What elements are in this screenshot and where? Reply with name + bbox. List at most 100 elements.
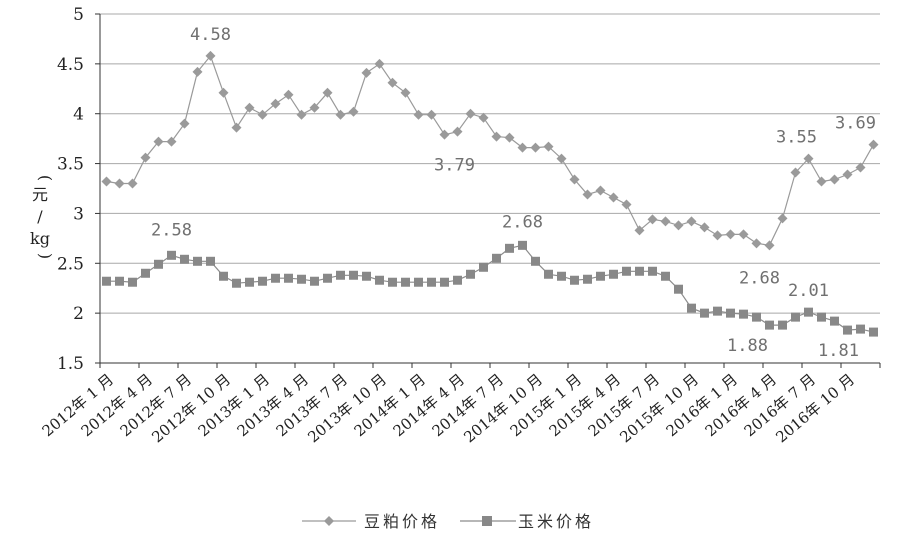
data-label: 2.68 <box>739 268 780 288</box>
y-tick-label: 2 <box>73 304 84 324</box>
marker-soymeal <box>790 167 801 178</box>
marker-soymeal <box>647 214 658 225</box>
series-lines <box>106 54 875 333</box>
marker-soymeal <box>361 67 372 78</box>
marker-corn <box>258 276 267 286</box>
marker-corn <box>726 308 735 318</box>
marker-soymeal <box>218 87 229 98</box>
marker-soymeal <box>543 141 554 152</box>
marker-corn <box>401 277 410 287</box>
y-tick-label: 5 <box>73 5 84 25</box>
marker-soymeal <box>608 192 619 203</box>
data-label: 2.01 <box>788 281 829 301</box>
marker-soymeal <box>855 162 866 173</box>
marker-corn <box>219 271 228 281</box>
marker-soymeal <box>530 142 541 153</box>
marker-corn <box>843 325 852 335</box>
legend: 豆粕价格 玉米价格 <box>302 512 594 531</box>
marker-soymeal <box>166 136 177 147</box>
marker-soymeal <box>348 106 359 117</box>
marker-corn <box>661 271 670 281</box>
marker-corn <box>583 274 592 284</box>
marker-soymeal <box>257 109 268 120</box>
y-axis-label: (元 / kg) <box>30 175 55 259</box>
marker-soymeal <box>335 109 346 120</box>
marker-soymeal <box>686 216 697 227</box>
marker-soymeal <box>842 169 853 180</box>
marker-corn <box>440 277 449 287</box>
marker-corn <box>115 276 124 286</box>
marker-corn <box>206 256 215 266</box>
data-label: 4.58 <box>190 25 231 45</box>
marker-soymeal <box>699 222 710 233</box>
marker-soymeal <box>153 136 164 147</box>
marker-corn <box>700 308 709 318</box>
marker-corn <box>830 316 839 326</box>
marker-corn <box>479 262 488 272</box>
marker-soymeal <box>673 220 684 231</box>
marker-corn <box>778 320 787 330</box>
data-label: 1.88 <box>727 336 768 356</box>
marker-corn <box>427 277 436 287</box>
legend-label-corn: 玉米价格 <box>518 512 594 531</box>
marker-corn <box>713 306 722 316</box>
marker-corn <box>739 309 748 319</box>
marker-soymeal <box>712 230 723 241</box>
marker-soymeal <box>400 87 411 98</box>
marker-soymeal <box>504 132 515 143</box>
series-line-soymeal <box>106 54 875 246</box>
marker-corn <box>544 269 553 279</box>
marker-soymeal <box>283 89 294 100</box>
marker-soymeal <box>634 225 645 236</box>
marker-soymeal <box>140 152 151 163</box>
data-label: 2.68 <box>502 212 543 232</box>
marker-corn <box>609 269 618 279</box>
marker-corn <box>193 256 202 266</box>
marker-soymeal <box>764 240 775 251</box>
y-tick-label: 3 <box>73 204 84 224</box>
legend-marker-corn <box>482 516 492 526</box>
marker-corn <box>362 271 371 281</box>
data-label: 3.55 <box>776 128 817 148</box>
legend-label-soymeal: 豆粕价格 <box>364 512 440 531</box>
y-label-paren-close: ) <box>36 253 55 259</box>
marker-soymeal <box>595 185 606 196</box>
marker-corn <box>232 278 241 288</box>
marker-soymeal <box>439 129 450 140</box>
data-label: 3.69 <box>835 114 876 134</box>
y-tick-label: 4.5 <box>57 55 84 75</box>
marker-corn <box>752 312 761 322</box>
marker-corn <box>804 307 813 317</box>
marker-corn <box>336 270 345 280</box>
marker-soymeal <box>322 87 333 98</box>
marker-soymeal <box>569 174 580 185</box>
marker-corn <box>284 273 293 283</box>
marker-corn <box>102 276 111 286</box>
marker-soymeal <box>777 213 788 224</box>
marker-corn <box>856 324 865 334</box>
y-tick-label: 4 <box>73 105 84 125</box>
y-label-paren-open: ( <box>36 175 55 181</box>
marker-corn <box>518 240 527 250</box>
marker-corn <box>141 268 150 278</box>
marker-corn <box>388 277 397 287</box>
y-tick-label: 1.5 <box>57 354 84 374</box>
y-label-unit-kg: kg <box>30 229 50 248</box>
marker-soymeal <box>491 131 502 142</box>
marker-corn <box>869 327 878 337</box>
marker-corn <box>271 273 280 283</box>
y-tick-label: 3.5 <box>57 155 84 175</box>
marker-corn <box>791 312 800 322</box>
marker-soymeal <box>517 142 528 153</box>
marker-soymeal <box>465 108 476 119</box>
marker-soymeal <box>751 238 762 249</box>
marker-corn <box>310 276 319 286</box>
data-labels: 4.58 3.79 3.55 3.69 2.68 2.58 2.68 2.01 1.88 1.81 <box>151 25 876 361</box>
y-tick-label: 2.5 <box>57 254 84 274</box>
marker-soymeal <box>413 109 424 120</box>
grid-lines <box>100 13 880 314</box>
marker-corn <box>570 275 579 285</box>
marker-soymeal <box>192 66 203 77</box>
marker-soymeal <box>101 176 112 187</box>
